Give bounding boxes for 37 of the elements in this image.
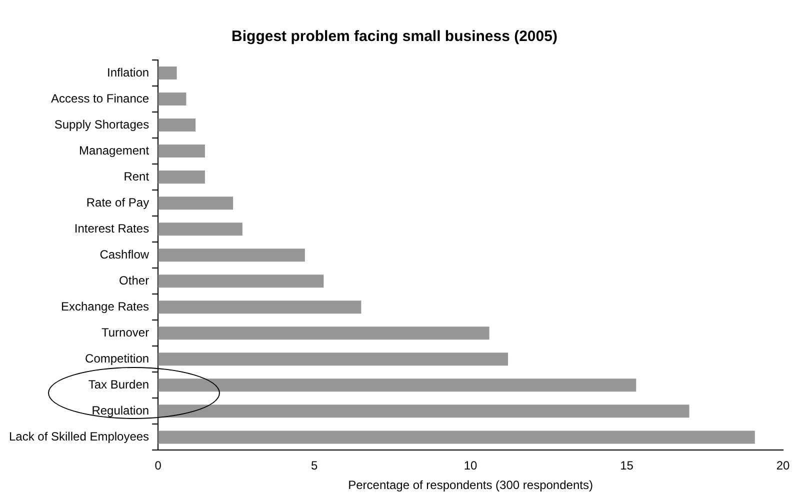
x-tick-label: 15 [620,458,634,473]
bar [158,326,490,340]
y-tick-label: Interest Rates [74,221,150,236]
bar [158,378,636,392]
y-tick-label: Management [79,143,150,158]
bar [158,274,324,288]
y-tick-label: Rent [124,169,150,184]
bar [158,66,177,80]
chart-title: Biggest problem facing small business (2005) [232,28,558,46]
bar [158,170,205,184]
y-tick-label: Access to Finance [51,91,150,106]
x-tick-label: 0 [154,458,162,473]
y-tick-label: Supply Shortages [54,117,150,132]
x-tick-label: 20 [776,458,790,473]
y-tick-label: Turnover [101,325,150,340]
x-tick-label: 5 [310,458,318,473]
bar [158,430,755,444]
bar [158,404,690,418]
y-tick-label: Other [119,273,150,288]
y-tick-label: Lack of Skilled Employees [8,430,150,444]
y-tick-label: Cashflow [100,247,150,262]
bar [158,248,305,262]
y-tick-label: Regulation [92,403,150,418]
bar [158,222,242,236]
bar [158,196,234,210]
bar [158,352,508,366]
y-tick-label: Inflation [107,65,150,80]
y-tick-label: Rate of Pay [86,195,150,210]
y-tick-label: Exchange Rates [61,299,150,314]
bar [158,144,205,158]
bar [158,118,196,132]
bar [158,300,362,314]
x-axis-title: Percentage of respondents (300 respondents) [348,478,593,492]
y-tick-label: Competition [85,351,150,366]
y-tick-label: Tax Burden [88,377,150,392]
bar [158,92,186,106]
x-tick-label: 10 [464,458,478,473]
